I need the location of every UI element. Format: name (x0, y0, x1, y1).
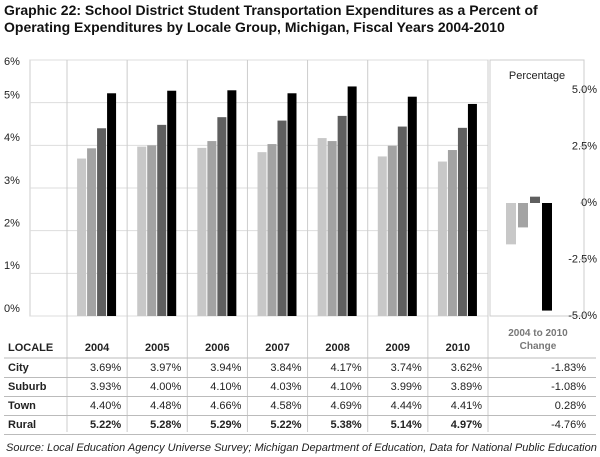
bar (227, 90, 237, 316)
table-header: LOCALE (8, 342, 53, 354)
table-value: 5.28% (150, 419, 181, 431)
bar (257, 152, 267, 316)
legend-label: Town (8, 400, 36, 412)
change-value: -4.76% (551, 419, 586, 431)
bar (377, 156, 387, 316)
change-bar (530, 196, 540, 203)
y-tick-label: 2% (4, 218, 20, 230)
bar (457, 127, 467, 316)
table-value: 4.44% (391, 400, 422, 412)
change-value: -1.08% (551, 381, 586, 393)
table-value: 3.89% (451, 381, 482, 393)
bar (217, 117, 227, 316)
table-value: 3.93% (90, 381, 121, 393)
bar (207, 141, 217, 316)
y-tick-label: 4% (4, 132, 20, 144)
table-value: 3.74% (391, 362, 422, 374)
table-value: 4.10% (210, 381, 241, 393)
bar (197, 147, 207, 316)
x-tick-label: 2006 (205, 342, 229, 354)
y-tick-label: 5% (4, 90, 20, 102)
table-value: 4.97% (451, 419, 482, 431)
change-bar (506, 203, 516, 245)
y2-tick-label: -2.5% (568, 253, 597, 265)
y-tick-label: 3% (4, 175, 20, 187)
change-panel (489, 59, 585, 317)
source: Source: Local Education Agency Universe … (6, 442, 600, 454)
table-value: 3.62% (451, 362, 482, 374)
change-bar (542, 203, 552, 311)
x-tick-label: 2009 (386, 342, 410, 354)
bar (317, 138, 327, 316)
table-value: 4.40% (90, 400, 121, 412)
change-value: -1.83% (551, 362, 586, 374)
bar (77, 158, 87, 316)
bar (337, 115, 347, 316)
x-tick-label: 2004 (85, 342, 110, 354)
x-tick-label: 2008 (325, 342, 349, 354)
bar (387, 145, 397, 316)
y2-tick-label: -5.0% (568, 310, 597, 322)
legend-label: Rural (8, 419, 36, 431)
bar (267, 144, 277, 316)
bar (347, 86, 357, 316)
bar (97, 128, 107, 316)
y2-tick-label: 5.0% (572, 84, 597, 96)
bar (137, 146, 147, 316)
table-value: 3.99% (391, 381, 422, 393)
table-value: 3.94% (210, 362, 241, 374)
table-value: 4.58% (270, 400, 301, 412)
bar (157, 124, 167, 316)
bar (397, 126, 407, 316)
x-tick-label: 2007 (265, 342, 289, 354)
legend-label: City (8, 362, 30, 374)
bar (467, 103, 477, 317)
bar (437, 161, 447, 316)
x-tick-label: 2005 (145, 342, 169, 354)
change-header: 2004 to 2010 Change (508, 328, 568, 352)
bar (167, 90, 177, 316)
table-value: 3.97% (150, 362, 181, 374)
y2-tick-label: 0% (581, 197, 597, 209)
table-value: 4.69% (331, 400, 362, 412)
change-value: 0.28% (555, 400, 586, 412)
bar (277, 120, 287, 316)
table-value: 5.38% (331, 419, 362, 431)
table-value: 5.22% (270, 419, 301, 431)
bar (407, 96, 417, 317)
y2-tick-label: 2.5% (572, 140, 597, 152)
legend-label: Suburb (8, 381, 47, 393)
table-value: 3.69% (90, 362, 121, 374)
y2-title: Percentage (509, 70, 565, 82)
table-value: 4.66% (210, 400, 241, 412)
y-tick-label: 0% (4, 303, 20, 315)
table-value: 4.03% (270, 381, 301, 393)
table-value: 4.10% (331, 381, 362, 393)
bar (107, 93, 117, 316)
chart-title: Graphic 22: School District Student Tran… (4, 2, 538, 35)
bar (87, 148, 97, 316)
y-tick-label: 1% (4, 260, 20, 272)
table-value: 4.48% (150, 400, 181, 412)
bar (447, 150, 457, 316)
y-tick-label: 6% (4, 56, 20, 68)
change-bar (518, 203, 528, 228)
table-value: 4.41% (451, 400, 482, 412)
x-tick-label: 2010 (446, 342, 470, 354)
bar (147, 145, 157, 316)
table-value: 5.14% (391, 419, 422, 431)
table-value: 5.29% (210, 419, 241, 431)
table-value: 5.22% (90, 419, 121, 431)
table-value: 3.84% (270, 362, 301, 374)
table-value: 4.17% (331, 362, 362, 374)
table-value: 4.00% (150, 381, 181, 393)
bar (327, 141, 337, 316)
bar (287, 93, 297, 316)
